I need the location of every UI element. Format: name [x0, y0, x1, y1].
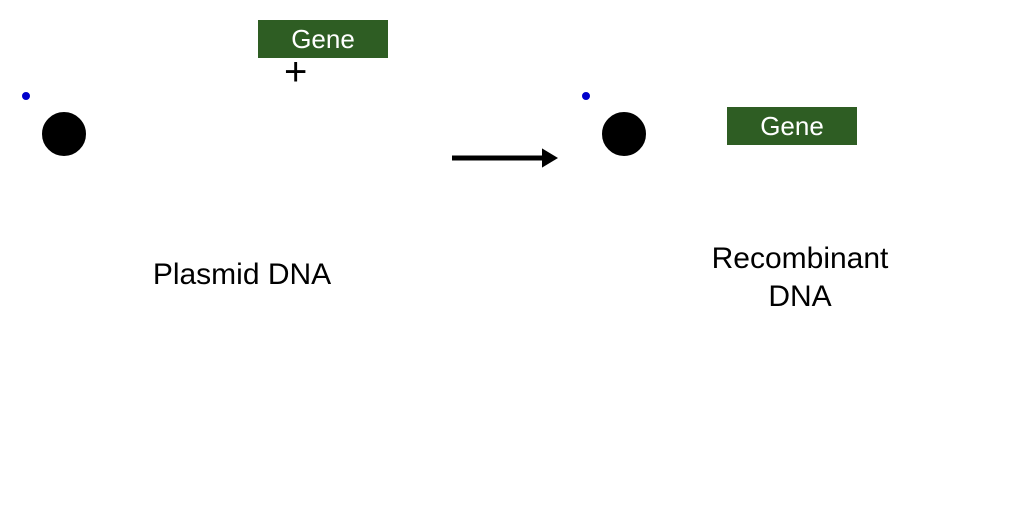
gene-floating-box: Gene	[258, 20, 388, 58]
plasmid-right-label: Recombinant DNA	[690, 240, 910, 315]
plasmid-right-gap	[688, 82, 898, 104]
plus-symbol: +	[284, 50, 307, 95]
plasmid-right-inner-ring	[602, 112, 646, 156]
plasmid-right-outer-ring	[582, 92, 590, 100]
plasmid-right-label-line2: DNA	[768, 280, 831, 313]
plasmid-right-label-line1: Recombinant	[712, 242, 889, 275]
plasmid-left-outer-ring	[22, 92, 30, 100]
plasmid-left-inner-ring	[42, 112, 86, 156]
plasmid-left-label: Plasmid DNA	[142, 256, 342, 294]
diagram-canvas: Plasmid DNA Gene + Recombinant DNA Gene	[0, 0, 1024, 522]
gene-inserted-box: Gene	[727, 107, 857, 145]
